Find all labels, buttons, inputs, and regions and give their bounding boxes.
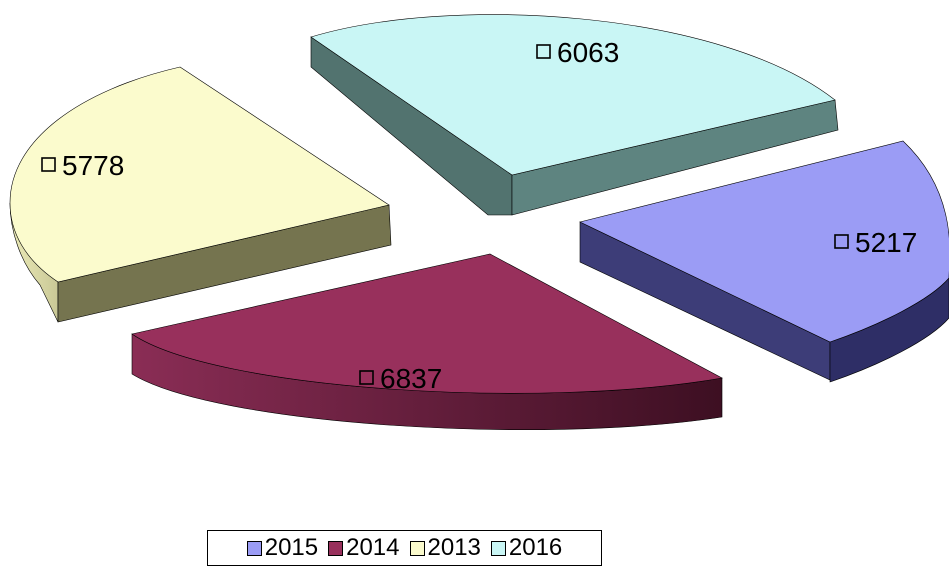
pie-slice-top-2016: [310, 14, 836, 176]
pie-slice-top-2013: [9, 66, 390, 283]
data-label-value-2015: 5217: [855, 227, 917, 258]
legend-item-2015: 2015: [246, 534, 319, 562]
data-label-marker-2016: [536, 44, 551, 59]
pie-slice-top-2014: [131, 253, 723, 394]
data-label-marker-2015: [834, 234, 849, 249]
legend-swatch-2013: [409, 540, 425, 556]
pie-slice-top-2015: [579, 140, 949, 343]
legend-swatch-2016: [490, 540, 506, 556]
pie-slice-2014: [131, 253, 723, 430]
legend-label-2016: 2016: [508, 534, 563, 561]
data-label-value-2016: 6063: [557, 37, 619, 68]
legend-label-2014: 2014: [346, 534, 400, 561]
data-label-marker-2014: [359, 370, 374, 385]
legend-swatch-2014: [328, 540, 344, 556]
data-label-value-2014: 6837: [380, 363, 442, 394]
legend-item-2016: 2016: [490, 534, 563, 562]
data-label-2015: 5217: [834, 227, 917, 258]
pie-slice-2015: [579, 140, 949, 383]
data-label-value-2013: 5778: [62, 150, 124, 181]
legend-label-2013: 2013: [427, 534, 481, 561]
data-label-2014: 6837: [359, 363, 442, 394]
pie-slice-2016: [310, 14, 839, 216]
data-label-marker-2013: [41, 157, 56, 172]
data-label-2016: 6063: [536, 37, 619, 68]
legend-item-2013: 2013: [409, 534, 481, 562]
legend-label-2015: 2015: [264, 534, 319, 561]
legend: 2015 2014 2013 2016: [207, 530, 602, 566]
data-label-2013: 5778: [41, 150, 124, 181]
pie-slice-2013: [9, 66, 392, 323]
legend-swatch-2015: [246, 540, 262, 556]
legend-item-2014: 2014: [328, 534, 400, 562]
